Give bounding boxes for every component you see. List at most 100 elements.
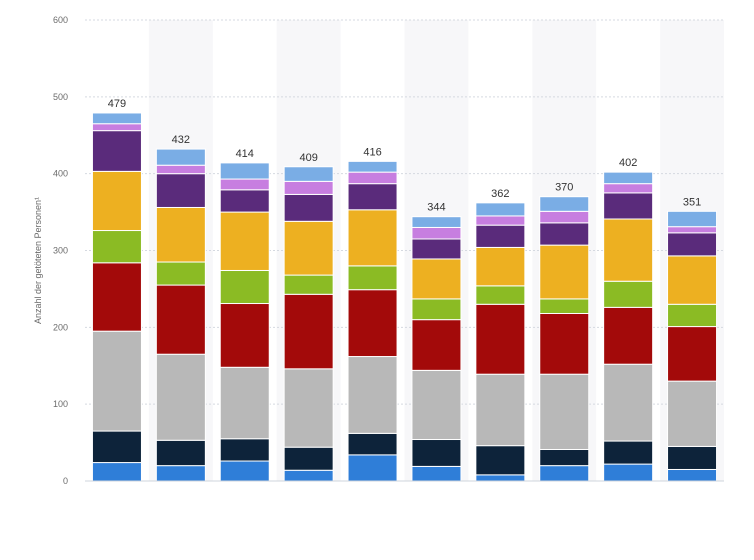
bar-segment (411, 226, 462, 240)
bar-total-label: 402 (619, 157, 637, 169)
y-tick-label: 200 (53, 322, 68, 332)
bar-segment (219, 366, 270, 440)
bar-segment (219, 178, 270, 191)
bar-segment (219, 269, 270, 305)
bar-total-label: 362 (491, 188, 509, 200)
bar-segment (283, 220, 334, 276)
bar-segment (667, 210, 718, 228)
bar-total-label: 479 (108, 98, 126, 110)
bar-total-label: 344 (427, 202, 445, 214)
bar-segment (475, 373, 526, 447)
bar-segment (411, 216, 462, 228)
y-tick-label: 500 (53, 92, 68, 102)
bar-segment (155, 284, 206, 355)
bar-segment (475, 202, 526, 217)
bar-stack (155, 148, 206, 482)
bar-segment (411, 298, 462, 321)
bar-segment (155, 206, 206, 263)
bar-segment (539, 298, 590, 315)
bar-segment (91, 430, 142, 464)
y-tick-label: 300 (53, 246, 68, 256)
bar-stack (539, 196, 590, 482)
bar-segment (603, 218, 654, 282)
bar-segment (667, 255, 718, 305)
bar-segment (283, 166, 334, 182)
bar-segment (283, 293, 334, 370)
bar-segment (603, 306, 654, 365)
bar-total-label: 414 (236, 148, 254, 160)
bar-segment (475, 303, 526, 375)
bar-segment (539, 313, 590, 375)
bar-segment (283, 193, 334, 222)
bar-segment (667, 303, 718, 328)
bar-segment (667, 445, 718, 470)
bar-segment (667, 380, 718, 447)
bar-stack (603, 171, 654, 482)
bar-segment (411, 258, 462, 300)
bar-segment (603, 192, 654, 220)
bar-total-label: 370 (555, 182, 573, 194)
bar-segment (155, 261, 206, 286)
bar-segment (411, 319, 462, 371)
bar-segment (667, 226, 718, 234)
bar-stack (347, 160, 398, 482)
bar-stack (219, 162, 270, 482)
bar-segment (91, 123, 142, 132)
bar-segment (539, 448, 590, 467)
bar-segment (283, 469, 334, 482)
bar-segment (219, 303, 270, 368)
bar-segment (347, 265, 398, 291)
bar-segment (155, 465, 206, 482)
bar-segment (347, 160, 398, 173)
bar-segment (539, 244, 590, 300)
bar-segment (91, 112, 142, 125)
bar-segment (603, 440, 654, 465)
bar-total-label: 432 (172, 134, 190, 146)
bar-segment (91, 330, 142, 432)
bar-totals: 479 432 414 409 416 344 362 370 402 351 (108, 98, 701, 214)
y-axis-ticks: 0 100 200 300 400 500 600 (53, 15, 68, 486)
bar-stack (283, 166, 334, 482)
bar-segment (347, 171, 398, 185)
bar-total-label: 409 (299, 152, 317, 164)
bar-segment (475, 224, 526, 248)
bar-segment (219, 438, 270, 462)
bar-stack (411, 216, 462, 482)
bar-segment (539, 373, 590, 450)
bar-segment (475, 285, 526, 305)
bar-segment (283, 368, 334, 448)
bar-segment (155, 439, 206, 467)
bar-segment (603, 183, 654, 194)
bar-segment (91, 130, 142, 172)
bar-segment (603, 280, 654, 308)
y-tick-label: 400 (53, 169, 68, 179)
y-axis-label: Anzahl der getöteten Personen¹ (33, 197, 43, 324)
bar-segment (539, 465, 590, 482)
bars (91, 112, 718, 482)
bar-stack (91, 112, 142, 482)
bar-segment (219, 189, 270, 213)
bar-segment (91, 230, 142, 264)
bar-segment (603, 363, 654, 442)
bar-segment (91, 262, 142, 332)
bar-segment (667, 326, 718, 382)
bar-segment (603, 463, 654, 482)
bar-segment (347, 209, 398, 267)
bar-segment (539, 196, 590, 212)
bar-segment (155, 353, 206, 441)
bar-segment (347, 289, 398, 358)
bar-segment (155, 173, 206, 208)
bar-segment (475, 445, 526, 476)
bar-segment (475, 474, 526, 482)
bar-segment (283, 274, 334, 295)
bar-segment (411, 238, 462, 260)
bar-stack (667, 210, 718, 482)
bar-segment (347, 356, 398, 434)
bar-segment (283, 180, 334, 195)
bar-segment (347, 454, 398, 482)
bar-total-label: 416 (363, 146, 381, 158)
bar-segment (539, 210, 590, 224)
bar-segment (347, 432, 398, 456)
bar-stack (475, 202, 526, 482)
